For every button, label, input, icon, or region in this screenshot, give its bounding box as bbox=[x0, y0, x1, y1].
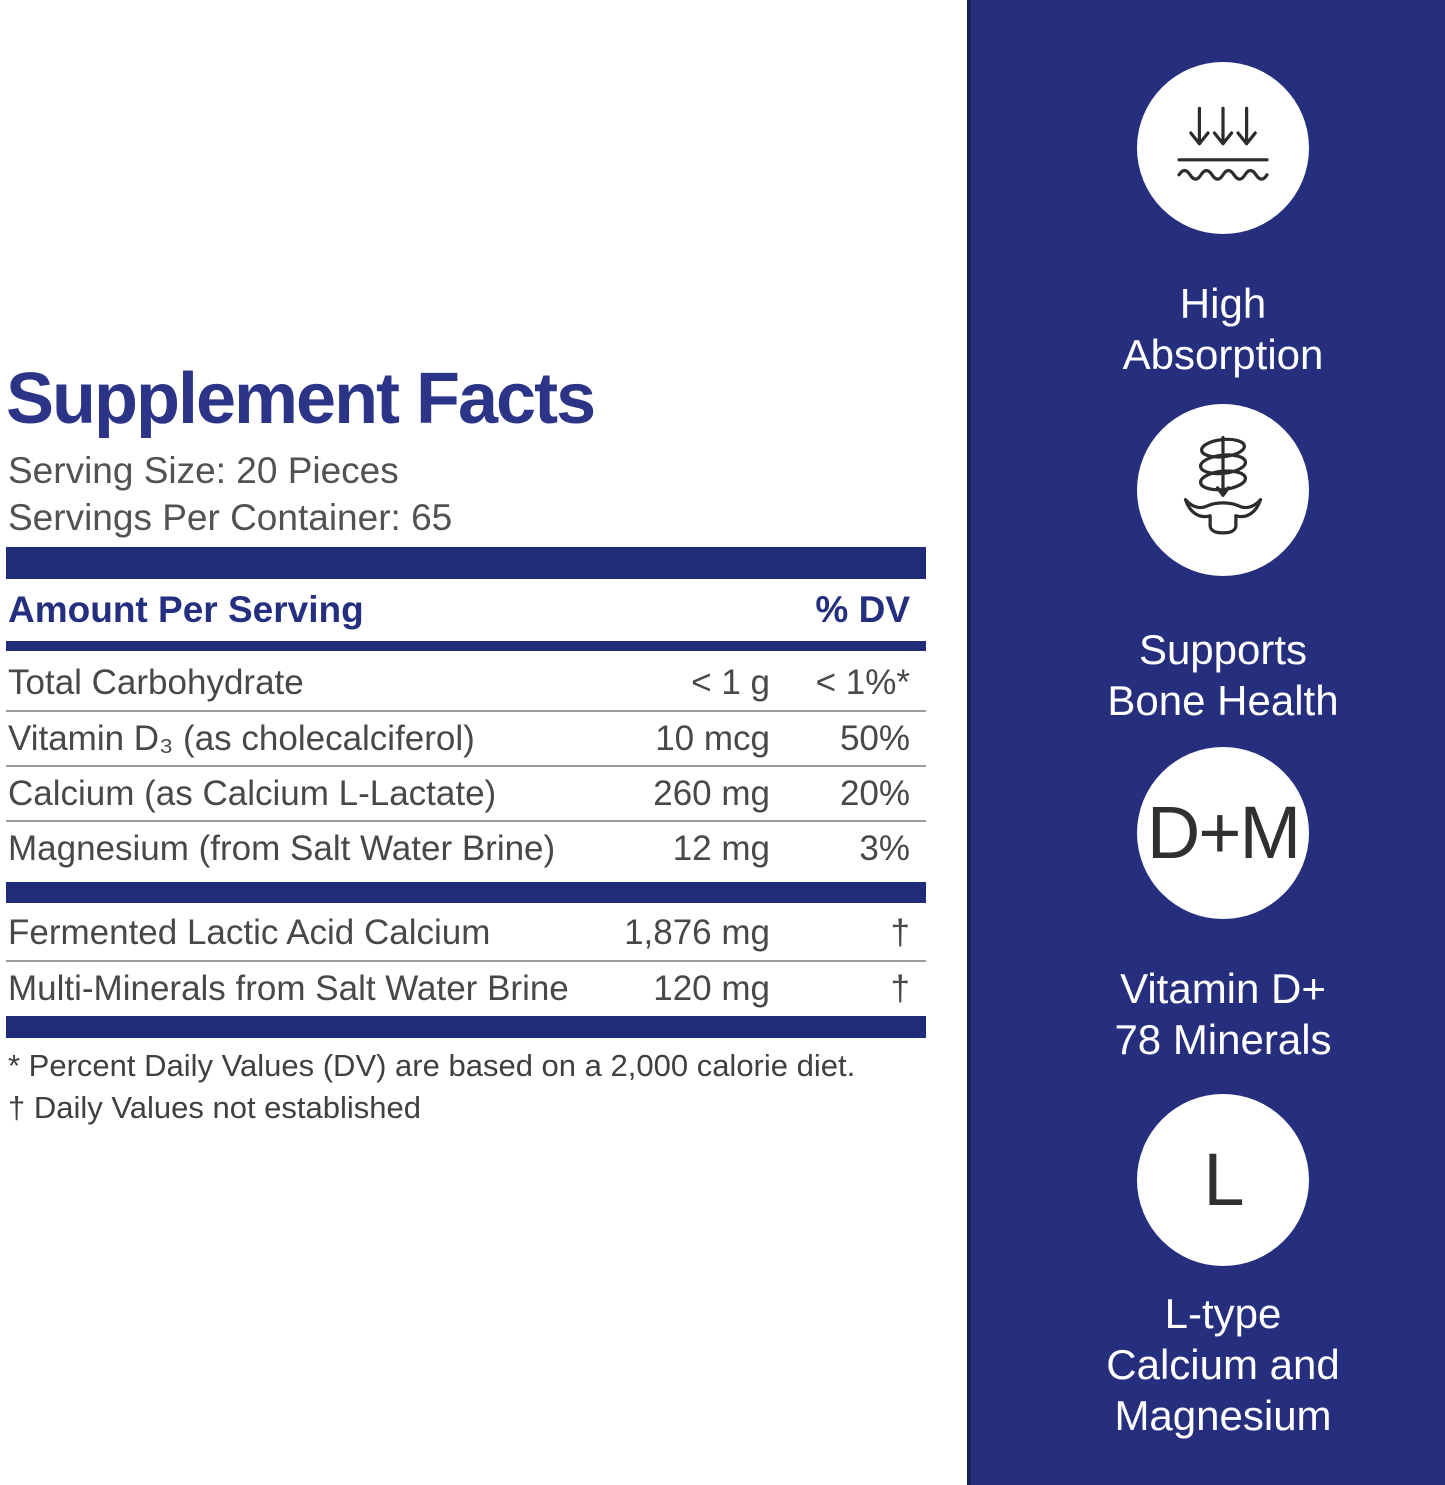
nutrient-name: Magnesium (from Salt Water Brine) bbox=[8, 828, 556, 868]
table-header: Amount Per Serving % DV bbox=[6, 585, 926, 635]
supplement-facts-panel: Supplement Facts Serving Size: 20 Pieces… bbox=[6, 0, 926, 1485]
nutrient-amount: < 1 g bbox=[691, 662, 770, 702]
dm-monogram-icon: D+M bbox=[1137, 747, 1309, 919]
nutrient-name: Total Carbohydrate bbox=[8, 662, 304, 702]
nutrient-dv: 20% bbox=[839, 773, 910, 813]
nutrient-dv: † bbox=[890, 968, 910, 1008]
benefit-label: Supports Bone Health bbox=[1107, 626, 1339, 725]
l-monogram-text: L bbox=[1203, 1138, 1244, 1221]
nutrient-amount: 120 mg bbox=[653, 968, 770, 1008]
nutrient-dv: † bbox=[890, 912, 910, 952]
nutrient-amount: 260 mg bbox=[653, 773, 770, 813]
benefit-high-absorption: High Absorption bbox=[971, 62, 1445, 380]
table-row: Magnesium (from Salt Water Brine) 12 mg … bbox=[6, 820, 926, 875]
benefit-label: High Absorption bbox=[1122, 280, 1324, 379]
footnote-daily-values: * Percent Daily Values (DV) are based on… bbox=[8, 1048, 856, 1083]
amount-per-serving-header: Amount Per Serving bbox=[8, 589, 364, 630]
divider-bar-thin bbox=[6, 641, 926, 651]
divider-bar-middle bbox=[6, 882, 926, 903]
nutrient-dv: 3% bbox=[859, 828, 910, 868]
benefit-l-type: L L-type Calcium and Magnesium bbox=[971, 1094, 1445, 1442]
table-row: Calcium (as Calcium L-Lactate) 260 mg 20… bbox=[6, 765, 926, 820]
benefit-vitamin-d-minerals: D+M Vitamin D+ 78 Minerals bbox=[971, 747, 1445, 1065]
percent-dv-header: % DV bbox=[815, 589, 910, 630]
footnote-dagger: † Daily Values not established bbox=[8, 1090, 422, 1125]
facts-title: Supplement Facts bbox=[6, 359, 596, 439]
nutrient-name: Vitamin D₃ (as cholecalciferol) bbox=[8, 718, 475, 758]
nutrient-amount: 10 mcg bbox=[655, 718, 770, 758]
benefit-bone-health: Supports Bone Health bbox=[971, 404, 1445, 726]
nutrient-name: Multi-Minerals from Salt Water Brine bbox=[8, 968, 569, 1008]
table-row: Vitamin D₃ (as cholecalciferol) 10 mcg 5… bbox=[6, 710, 926, 765]
table-row: Fermented Lactic Acid Calcium 1,876 mg † bbox=[6, 905, 926, 960]
nutrient-dv: < 1%* bbox=[815, 662, 910, 702]
l-monogram-icon: L bbox=[1137, 1094, 1309, 1266]
nutrient-name: Calcium (as Calcium L-Lactate) bbox=[8, 773, 497, 813]
dm-monogram-text: D+M bbox=[1146, 791, 1301, 874]
servings-per-container: Servings Per Container: 65 bbox=[8, 497, 453, 538]
table-row: Multi-Minerals from Salt Water Brine 120… bbox=[6, 960, 926, 1015]
nutrient-name: Fermented Lactic Acid Calcium bbox=[8, 912, 491, 952]
divider-bar-bottom bbox=[6, 1016, 926, 1038]
serving-size: Serving Size: 20 Pieces bbox=[8, 450, 399, 491]
table-row: Total Carbohydrate < 1 g < 1%* bbox=[6, 655, 926, 710]
nutrient-amount: 1,876 mg bbox=[624, 912, 770, 952]
spine-icon bbox=[1137, 404, 1309, 576]
nutrient-rows-main: Total Carbohydrate < 1 g < 1%* Vitamin D… bbox=[6, 655, 926, 875]
divider-bar-thick bbox=[6, 547, 926, 579]
nutrient-amount: 12 mg bbox=[672, 828, 770, 868]
benefits-sidebar: High Absorption Supports Bone Health D+M bbox=[967, 0, 1445, 1485]
nutrient-rows-proprietary: Fermented Lactic Acid Calcium 1,876 mg †… bbox=[6, 905, 926, 1015]
benefit-label: Vitamin D+ 78 Minerals bbox=[1114, 965, 1332, 1064]
absorption-arrows-icon bbox=[1137, 62, 1309, 234]
nutrient-dv: 50% bbox=[839, 718, 910, 758]
benefit-label: L-type Calcium and Magnesium bbox=[1106, 1290, 1340, 1440]
